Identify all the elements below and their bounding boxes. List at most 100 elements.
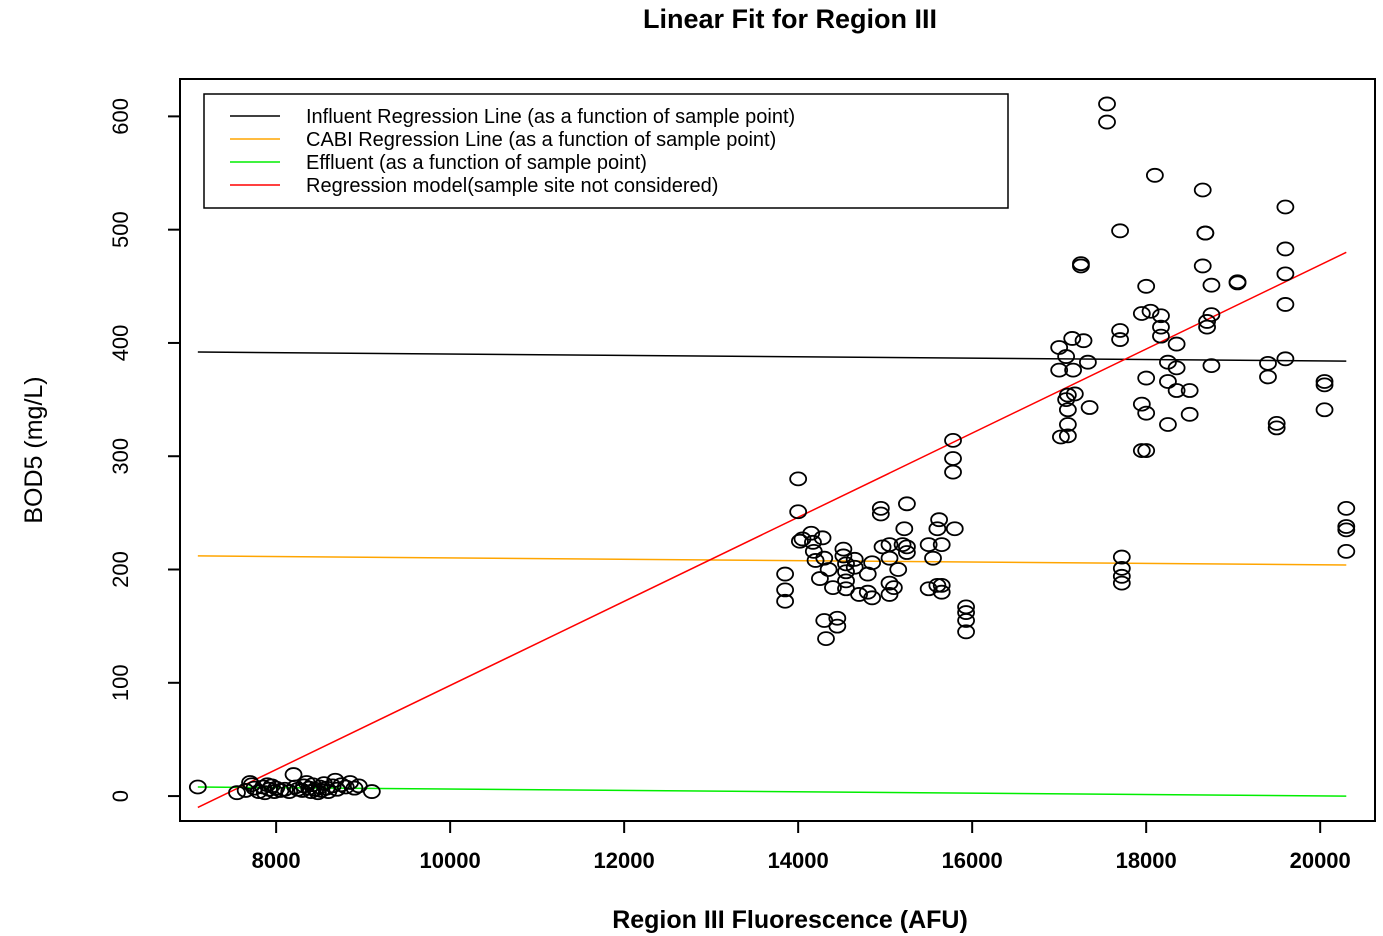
data-point: [1112, 549, 1131, 565]
data-point: [280, 784, 299, 799]
x-tick-label: 14000: [768, 848, 829, 873]
regression-lines: [197, 251, 1347, 809]
data-point: [884, 580, 903, 596]
x-axis-label: Region III Fluorescence (AFU): [612, 906, 968, 934]
data-point: [880, 550, 899, 566]
data-point: [1111, 323, 1129, 338]
data-point: [1058, 387, 1077, 403]
data-point: [1065, 386, 1084, 402]
legend-label-3: Effluent (as a function of sample point): [306, 152, 647, 174]
y-tick-label: 600: [108, 98, 133, 135]
legend: Influent Regression Line (as a function …: [203, 93, 1009, 209]
data-point: [1152, 328, 1170, 344]
data-point: [863, 590, 882, 606]
data-point: [1315, 402, 1334, 418]
data-point: [1058, 402, 1077, 418]
data-point: [824, 580, 842, 596]
x-tick-label: 20000: [1290, 848, 1351, 873]
data-point: [837, 573, 855, 589]
data-point: [1132, 306, 1151, 321]
y-tick-label: 400: [108, 325, 133, 362]
data-point: [845, 559, 864, 575]
data-point: [267, 780, 286, 796]
data-point: [275, 781, 294, 797]
data-point: [332, 777, 351, 793]
y-axis: 0 100 200 300 400 500 600: [108, 98, 181, 802]
data-point: [1259, 369, 1277, 385]
x-tick-label: 10000: [420, 848, 481, 873]
regression-line-1: [197, 351, 1347, 362]
data-point: [1159, 417, 1177, 432]
data-point: [1159, 374, 1177, 389]
data-point: [1052, 429, 1070, 445]
data-point: [1276, 199, 1295, 215]
data-point: [1167, 336, 1186, 352]
data-point: [1152, 319, 1170, 335]
data-point: [1337, 519, 1356, 534]
data-point: [957, 624, 975, 640]
legend-label-4: Regression model(sample site not conside…: [306, 175, 718, 197]
data-point: [932, 577, 951, 593]
data-point: [944, 432, 962, 448]
data-point: [776, 566, 795, 582]
data-point: [919, 581, 938, 597]
y-tick-label: 100: [108, 664, 133, 701]
data-point: [1074, 333, 1093, 349]
data-point: [834, 541, 853, 557]
regression-line-2: [197, 555, 1347, 566]
data-point: [893, 537, 912, 552]
data-point: [228, 785, 246, 801]
data-point: [932, 537, 951, 552]
regression-line-4: [197, 251, 1347, 809]
x-tick-label: 16000: [942, 848, 1003, 873]
data-point: [1098, 96, 1116, 112]
data-point: [1058, 417, 1077, 432]
data-point: [345, 780, 364, 796]
chart-title: Linear Fit for Region III: [643, 4, 937, 34]
data-point: [188, 779, 207, 795]
data-point: [1193, 182, 1212, 198]
data-point: [1137, 443, 1156, 458]
data-point: [945, 521, 964, 537]
data-point: [1180, 406, 1199, 422]
data-point: [880, 575, 899, 591]
data-point: [1137, 278, 1156, 294]
data-point: [957, 605, 975, 620]
data-point: [828, 610, 847, 626]
data-point: [1267, 415, 1286, 431]
data-point: [1315, 374, 1334, 389]
data-point: [871, 500, 890, 516]
data-point: [1112, 575, 1131, 591]
data-point: [1063, 331, 1082, 346]
data-point: [1276, 297, 1295, 312]
data-point: [789, 471, 808, 487]
data-point: [245, 780, 264, 796]
data-point: [1259, 355, 1277, 371]
data-point: [1276, 351, 1295, 367]
y-tick-label: 300: [108, 438, 133, 475]
data-point: [924, 550, 942, 566]
data-point: [845, 551, 864, 567]
data-point: [1337, 543, 1356, 559]
data-point: [1080, 400, 1099, 415]
data-point: [928, 577, 947, 593]
data-point: [1337, 522, 1356, 538]
y-tick-label: 200: [108, 551, 133, 588]
data-point: [1132, 443, 1151, 458]
data-point: [944, 464, 962, 480]
data-point: [789, 504, 808, 520]
data-point: [819, 562, 838, 577]
data-point: [1072, 258, 1090, 274]
data-point: [944, 451, 962, 466]
data-point: [791, 533, 809, 549]
data-point: [1180, 383, 1199, 398]
regression-line-3: [197, 786, 1347, 797]
data-point: [1202, 358, 1221, 374]
data-point: [928, 521, 947, 537]
data-points: [188, 96, 1356, 801]
data-point: [1141, 303, 1160, 319]
data-point: [1058, 428, 1077, 444]
data-point: [1152, 308, 1170, 324]
legend-label-1: Influent Regression Line (as a function …: [306, 106, 795, 128]
